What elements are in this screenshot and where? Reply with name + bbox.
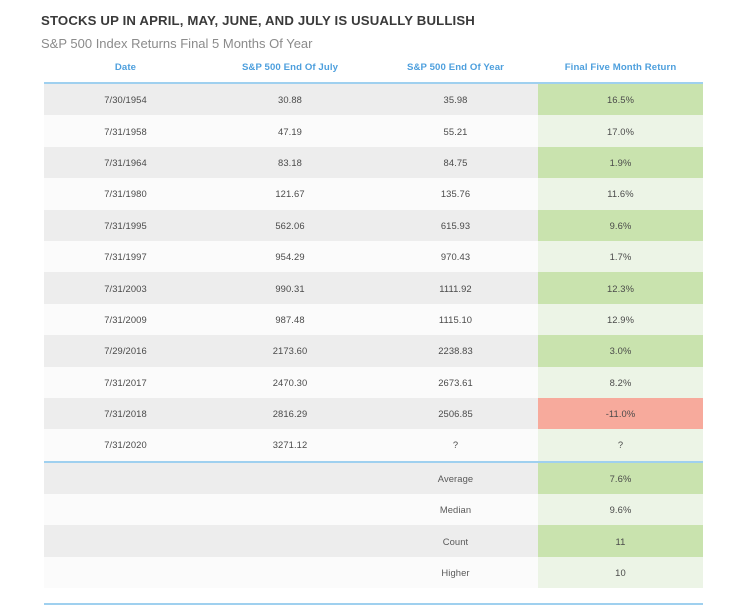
summary-blank-cell [44,462,207,495]
summary-row: Count 11 [44,525,703,557]
summary-value: 10 [538,556,703,589]
table-row: 7/31/2009 987.48 1115.10 12.9% [44,303,703,336]
table-row: 7/31/1997 954.29 970.43 1.7% [44,240,703,273]
cell-return: -11.0% [538,397,703,430]
column-header-date: Date [44,62,207,84]
cell-date: 7/31/2003 [44,272,207,304]
cell-return: 8.2% [538,366,703,398]
summary-label: Higher [373,556,538,589]
cell-date: 7/31/2018 [44,397,207,430]
summary-blank-cell [44,556,207,589]
table-row: 7/29/2016 2173.60 2238.83 3.0% [44,335,703,367]
page-subtitle: S&P 500 Index Returns Final 5 Months Of … [41,36,313,51]
summary-blank-cell [44,525,207,557]
cell-july: 2173.60 [207,335,373,367]
cell-return: 11.6% [538,178,703,210]
table-row: 7/31/2003 990.31 1111.92 12.3% [44,272,703,304]
summary-blank-cell [207,525,373,557]
cell-year: ? [373,429,538,462]
cell-july: 30.88 [207,83,373,116]
cell-date: 7/29/2016 [44,335,207,367]
summary-blank-cell [207,462,373,495]
summary-value: 7.6% [538,462,703,495]
table-row: 7/31/1995 562.06 615.93 9.6% [44,209,703,241]
summary-blank-cell [207,494,373,526]
cell-july: 83.18 [207,146,373,179]
table-row: 7/31/2020 3271.12?? [44,429,703,462]
cell-year: 35.98 [373,83,538,116]
cell-year: 615.93 [373,209,538,241]
cell-date: 7/31/2009 [44,303,207,336]
table-row: 7/31/2017 2470.30 2673.61 8.2% [44,366,703,398]
cell-year: 2673.61 [373,366,538,398]
column-header-july: S&P 500 End Of July [207,62,373,84]
summary-value: 11 [538,525,703,557]
cell-date: 7/31/1980 [44,178,207,210]
cell-date: 7/31/2017 [44,366,207,398]
table-bottom-rule [44,603,703,605]
cell-july: 562.06 [207,209,373,241]
cell-date: 7/31/1964 [44,146,207,179]
table-row: 7/31/1958 47.19 55.21 17.0% [44,115,703,147]
title-block: STOCKS UP IN APRIL, MAY, JUNE, AND JULY … [41,12,711,53]
cell-year: 2506.85 [373,397,538,430]
table-body: 7/30/1954 30.88 35.98 16.5% 7/31/1958 47.19 55… [44,83,703,589]
cell-return: 12.9% [538,303,703,336]
cell-return: 17.0% [538,115,703,147]
cell-july: 954.29 [207,240,373,273]
cell-return: ? [538,429,703,462]
summary-label: Average [373,462,538,495]
cell-year: 2238.83 [373,335,538,367]
cell-year: 84.75 [373,146,538,179]
page-title: STOCKS UP IN APRIL, MAY, JUNE, AND JULY … [41,13,475,28]
summary-blank-cell [207,556,373,589]
cell-year: 55.21 [373,115,538,147]
summary-blank-cell [44,494,207,526]
cell-year: 970.43 [373,240,538,273]
cell-return: 12.3% [538,272,703,304]
column-header-year: S&P 500 End Of Year [373,62,538,84]
table-row: 7/31/1980 121.67 135.76 11.6% [44,178,703,210]
cell-return: 9.6% [538,209,703,241]
returns-table: Date S&P 500 End Of July S&P 500 End Of … [44,62,703,589]
summary-value: 9.6% [538,494,703,526]
cell-date: 7/31/2020 [44,429,207,462]
cell-july: 3271.12 [207,429,373,462]
cell-july: 2470.30 [207,366,373,398]
cell-year: 1115.10 [373,303,538,336]
cell-year: 1111.92 [373,272,538,304]
cell-return: 3.0% [538,335,703,367]
cell-july: 47.19 [207,115,373,147]
cell-july: 2816.29 [207,397,373,430]
cell-july: 987.48 [207,303,373,336]
cell-july: 121.67 [207,178,373,210]
table-header-row: Date S&P 500 End Of July S&P 500 End Of … [44,62,703,84]
cell-date: 7/30/1954 [44,83,207,116]
cell-date: 7/31/1997 [44,240,207,273]
summary-row: Median 9.6% [44,494,703,526]
cell-return: 16.5% [538,83,703,116]
summary-label: Count [373,525,538,557]
cell-return: 1.9% [538,146,703,179]
cell-date: 7/31/1995 [44,209,207,241]
summary-row: Higher 10 [44,556,703,589]
table-row: 7/31/2018 2816.29 2506.85 -11.0% [44,397,703,430]
returns-table-container: Date S&P 500 End Of July S&P 500 End Of … [44,62,703,589]
summary-label: Median [373,494,538,526]
cell-date: 7/31/1958 [44,115,207,147]
table-row: 7/30/1954 30.88 35.98 16.5% [44,83,703,116]
table-row: 7/31/1964 83.18 84.75 1.9% [44,146,703,179]
cell-return: 1.7% [538,240,703,273]
summary-row: Average 7.6% [44,462,703,495]
table-header: Date S&P 500 End Of July S&P 500 End Of … [44,62,703,84]
column-header-return: Final Five Month Return [538,62,703,84]
cell-year: 135.76 [373,178,538,210]
cell-july: 990.31 [207,272,373,304]
